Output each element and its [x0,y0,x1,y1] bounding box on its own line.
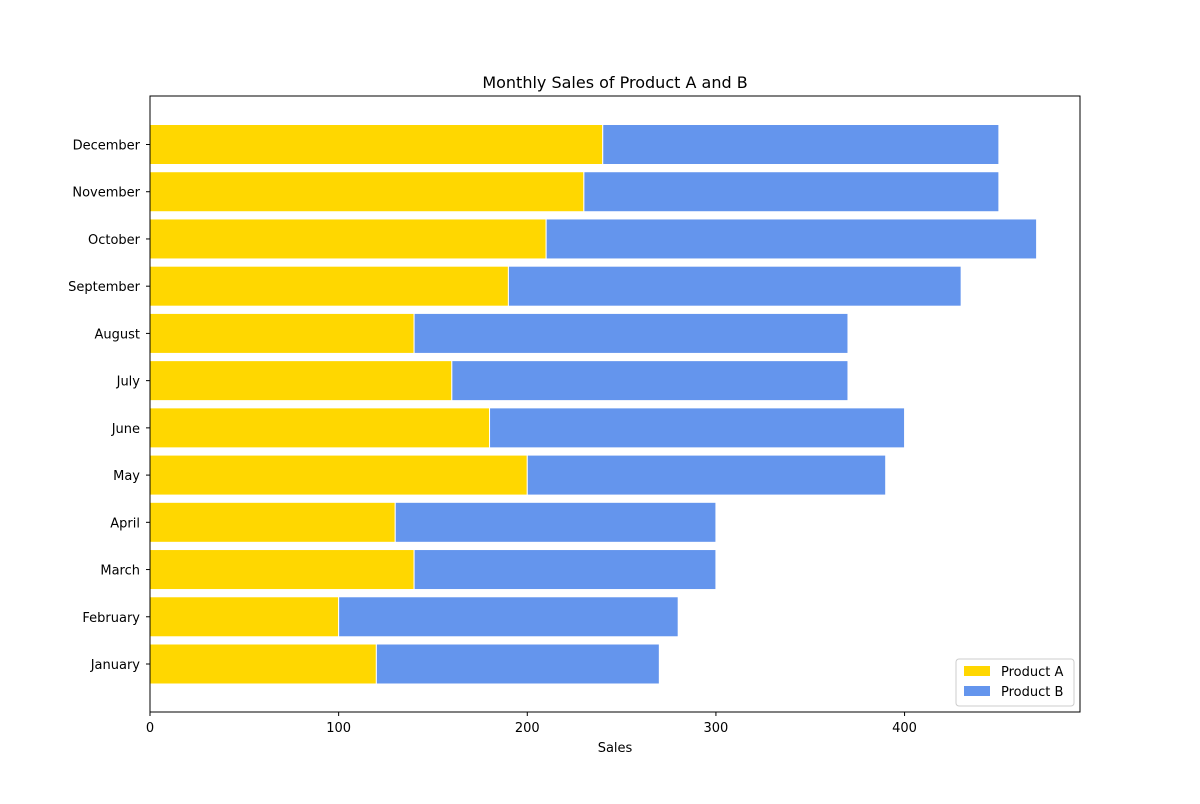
y-tick-label-may: May [113,469,140,484]
y-axis-ticks: January February March April May June July Augu… [68,139,150,673]
y-tick-label-february: February [82,611,140,626]
bar-product-b-february [338,596,679,638]
y-tick-label-march: March [100,564,140,579]
legend-label-product-a: Product A [1001,665,1063,680]
bar-product-a-march [149,549,415,591]
bar-product-b-july [451,360,849,402]
y-tick-label-april: April [110,516,140,531]
bar-product-b-april [394,501,717,543]
x-tick-label-100: 100 [326,721,351,736]
legend-label-product-b: Product B [1001,685,1063,700]
bar-product-a-may [149,454,528,496]
legend: Product A Product B [955,658,1075,707]
bar-product-b-may [526,454,887,496]
bar-product-a-april [149,501,396,543]
legend-swatch-product-a [964,666,990,676]
bar-product-a-february [149,596,340,638]
x-axis-ticks: 0 100 200 300 400 [146,712,917,736]
bar-product-b-january [375,643,660,685]
y-tick-label-november: November [72,186,140,201]
bar-product-b-august [413,312,849,354]
bar-product-a-july [149,360,453,402]
plot-area-frame [149,95,1081,713]
y-tick-label-december: December [73,139,141,154]
x-tick-label-300: 300 [704,721,729,736]
y-tick-label-september: September [68,280,141,295]
y-tick-label-july: July [116,375,141,390]
bar-product-b-november [583,171,1000,213]
bar-product-a-december [149,124,604,165]
bar-product-a-january [149,643,377,685]
bar-product-b-december [602,124,1000,165]
bar-product-a-june [149,407,491,449]
y-tick-label-june: June [111,422,140,437]
bar-product-a-october [149,218,547,260]
bar-product-b-october [545,218,1038,260]
bar-product-a-august [149,312,415,354]
bar-product-a-november [149,171,585,213]
bar-product-b-june [489,407,906,449]
chart-title: Monthly Sales of Product A and B [482,73,747,92]
legend-swatch-product-b [964,686,990,696]
x-tick-label-200: 200 [515,721,540,736]
bars-layer [149,124,1038,685]
bar-product-b-march [413,549,717,591]
y-tick-label-january: January [90,658,141,673]
y-tick-label-october: October [88,233,141,248]
y-tick-label-august: August [95,327,141,342]
x-axis-label: Sales [598,741,633,756]
x-tick-label-400: 400 [892,721,917,736]
bar-product-b-september [507,265,962,307]
bar-product-a-september [149,265,509,307]
x-tick-label-0: 0 [146,721,154,736]
